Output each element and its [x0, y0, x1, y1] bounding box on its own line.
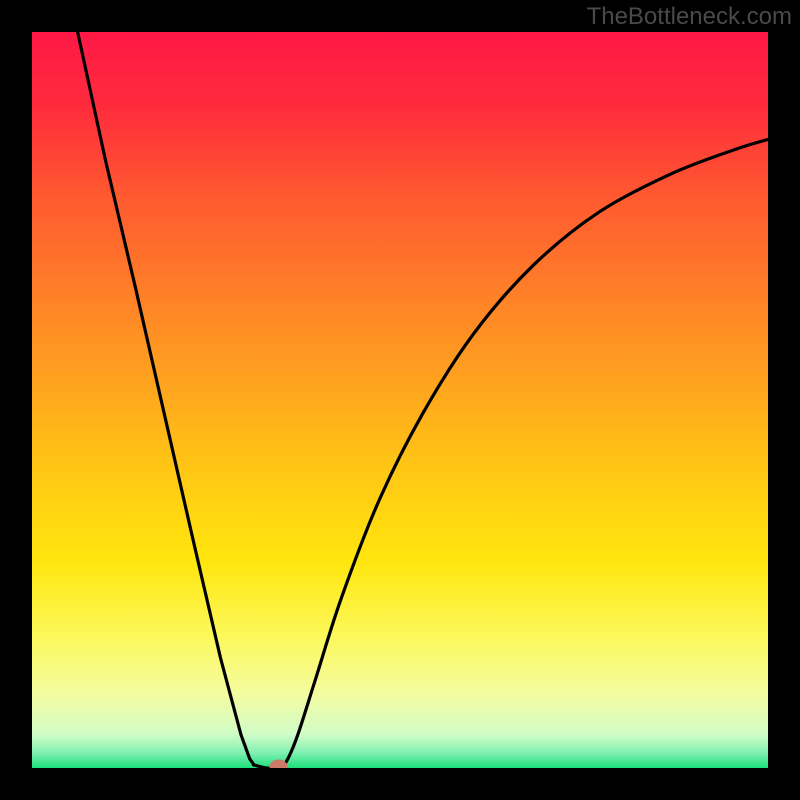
chart-container: TheBottleneck.com	[0, 0, 800, 800]
frame-left	[0, 0, 32, 800]
plot-background	[32, 32, 768, 768]
frame-bottom	[0, 768, 800, 800]
frame-right	[768, 0, 800, 800]
bottleneck-chart: TheBottleneck.com	[0, 0, 800, 800]
watermark-text: TheBottleneck.com	[587, 3, 792, 30]
